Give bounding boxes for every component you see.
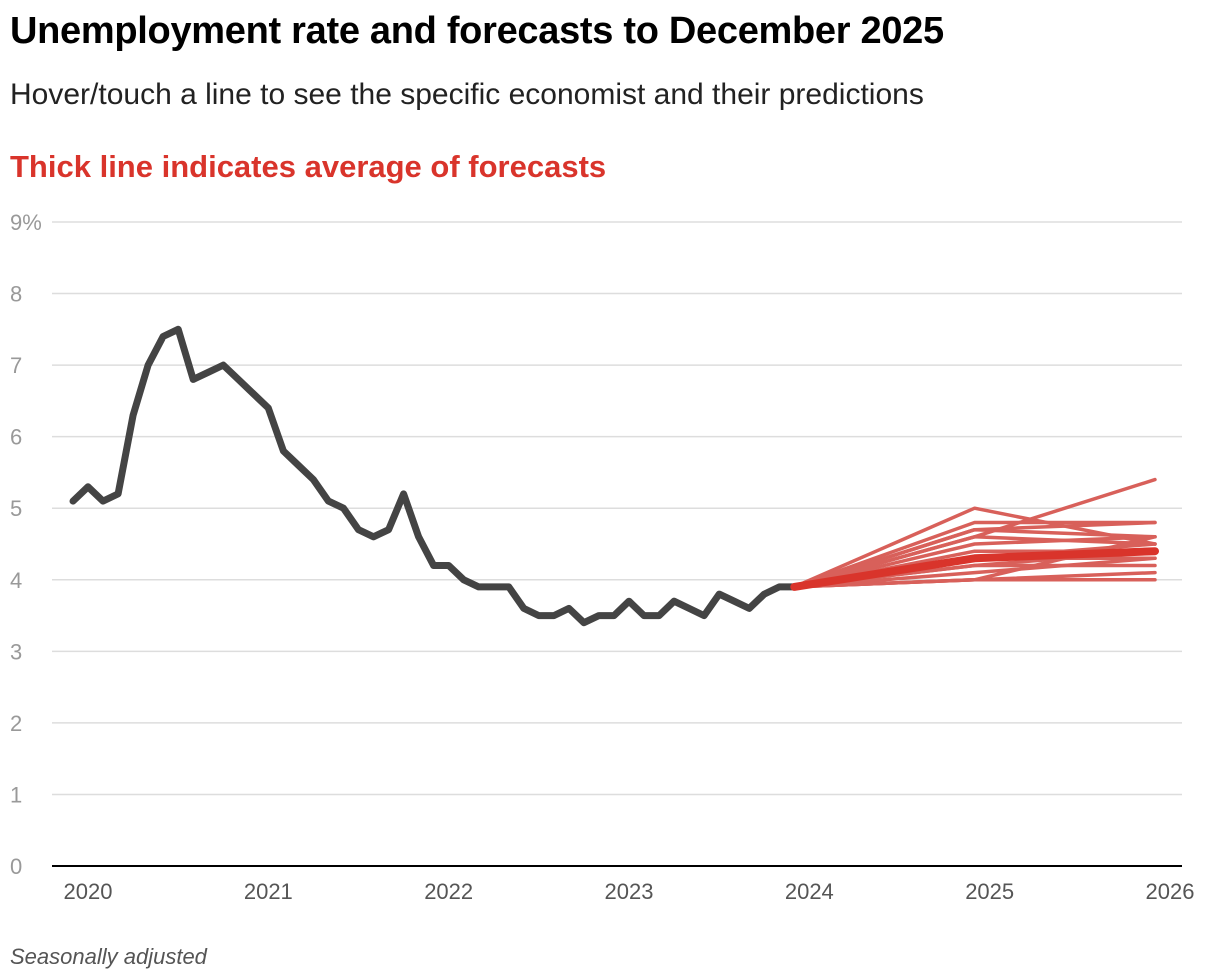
x-tick-label: 2020 — [64, 879, 113, 904]
y-tick-label: 3 — [10, 639, 22, 664]
x-tick-labels: 2020 2021 2022 2023 2024 2025 2026 — [64, 879, 1195, 904]
forecast-line-3[interactable] — [792, 520, 1157, 589]
y-tick-label: 6 — [10, 425, 22, 450]
forecast-line-16[interactable] — [792, 578, 1157, 589]
y-tick-label: 7 — [10, 353, 22, 378]
forecast-line-6[interactable] — [792, 535, 1157, 589]
forecast-lines[interactable] — [792, 477, 1157, 589]
x-tick-label: 2026 — [1146, 879, 1195, 904]
x-tick-label: 2022 — [424, 879, 473, 904]
y-tick-label: 2 — [10, 711, 22, 736]
chart-subtitle: Hover/touch a line to see the specific e… — [10, 78, 924, 111]
grid-lines — [52, 221, 1182, 796]
x-tick-label: 2021 — [244, 879, 293, 904]
seasonal-note: Seasonally adjusted — [10, 944, 207, 969]
y-tick-label: 4 — [10, 568, 22, 593]
average-callout: Thick line indicates average of forecast… — [10, 149, 607, 184]
x-tick-label: 2023 — [605, 879, 654, 904]
actual-unemployment-line[interactable] — [69, 325, 798, 627]
average-forecast-line[interactable] — [790, 547, 1159, 591]
forecast-line-5[interactable] — [792, 527, 1157, 589]
y-tick-label: 0 — [10, 854, 22, 879]
average-series[interactable] — [790, 547, 1159, 591]
y-tick-label: 8 — [10, 282, 22, 307]
x-tick-label: 2025 — [965, 879, 1014, 904]
forecast-line-7[interactable] — [792, 535, 1157, 589]
x-tick-label: 2024 — [785, 879, 834, 904]
forecast-line-13[interactable] — [792, 556, 1157, 589]
y-tick-label: 9% — [10, 210, 42, 235]
actual-series[interactable] — [69, 325, 798, 627]
chart-title: Unemployment rate and forecasts to Decem… — [10, 10, 944, 52]
forecast-line-1[interactable] — [792, 506, 1157, 589]
y-tick-label: 5 — [10, 496, 22, 521]
y-tick-labels: 9% 8 7 6 5 4 3 2 1 0 — [10, 210, 42, 879]
y-tick-label: 1 — [10, 782, 22, 807]
